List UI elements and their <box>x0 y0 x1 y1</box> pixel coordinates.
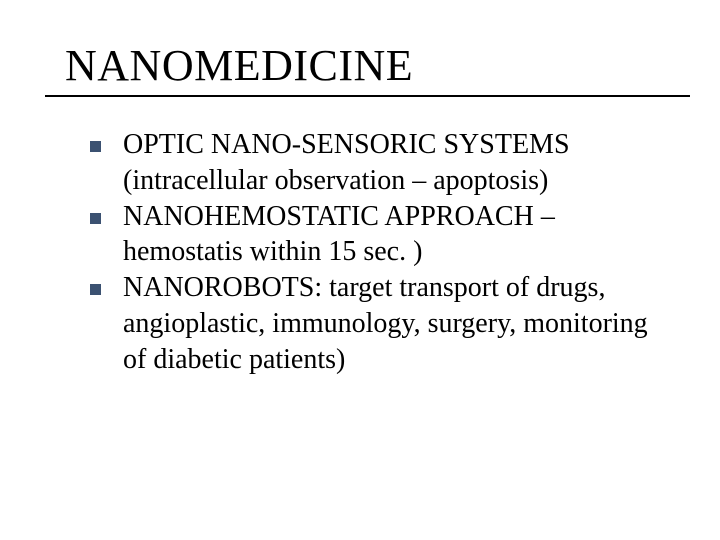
list-item-text: OPTIC NANO-SENSORIC SYSTEMS (intracellul… <box>123 127 655 199</box>
list-item-text: NANOHEMOSTATIC APPROACH – hemostatis wit… <box>123 199 655 271</box>
square-bullet-icon <box>90 213 101 224</box>
square-bullet-icon <box>90 284 101 295</box>
square-bullet-icon <box>90 141 101 152</box>
content-area: OPTIC NANO-SENSORIC SYSTEMS (intracellul… <box>90 127 655 378</box>
list-item: NANOHEMOSTATIC APPROACH – hemostatis wit… <box>90 199 655 271</box>
title-area: NANOMEDICINE <box>65 40 665 97</box>
slide-title: NANOMEDICINE <box>65 40 665 91</box>
list-item: OPTIC NANO-SENSORIC SYSTEMS (intracellul… <box>90 127 655 199</box>
title-underline <box>45 95 690 97</box>
list-item-text: NANOROBOTS: target transport of drugs, a… <box>123 270 655 377</box>
list-item: NANOROBOTS: target transport of drugs, a… <box>90 270 655 377</box>
